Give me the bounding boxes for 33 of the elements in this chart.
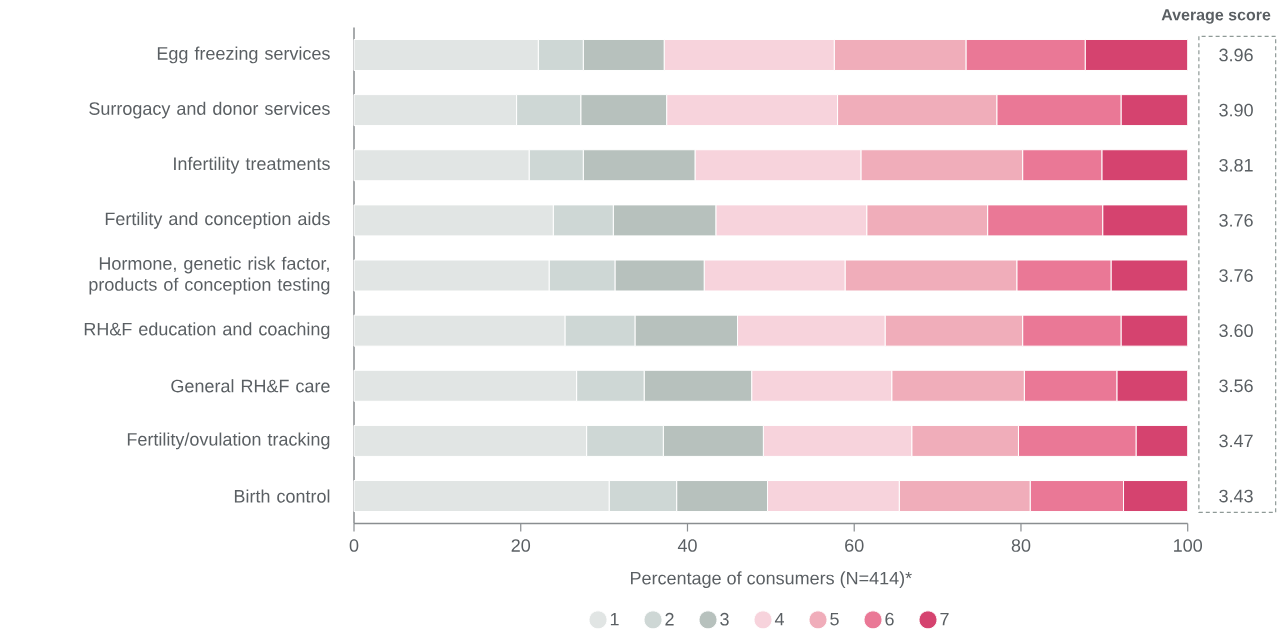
text: 3.60 <box>1219 324 1253 338</box>
legend-label: 2 <box>665 612 674 626</box>
x-tick-label: 80 <box>1011 539 1031 552</box>
text: 3.76 <box>1219 269 1253 282</box>
legend-label: 1 <box>610 612 619 626</box>
text: 3.43 <box>1219 489 1253 503</box>
y-tick-label: General RH&F care <box>171 379 330 393</box>
text: 3.96 <box>1219 48 1253 62</box>
y-tick-label: RH&F education and coaching <box>84 322 330 340</box>
y-tick-label: Egg freezing services <box>157 46 330 64</box>
y-tick-label: Surrogacy and donor services <box>89 101 330 119</box>
legend-label: 4 <box>774 612 784 626</box>
y-tick-label: Fertility and conception aids <box>105 211 330 229</box>
legend-label: 3 <box>720 612 729 626</box>
x-axis-title: Percentage of consumers (N=414)* <box>631 571 912 589</box>
text: 3.47 <box>1219 434 1253 448</box>
y-tick-label: Fertility/ovulation tracking <box>127 432 330 450</box>
x-tick-label: 0 <box>349 539 359 552</box>
text: 3.81 <box>1219 158 1253 172</box>
x-tick-label: 100 <box>1174 539 1203 552</box>
y-tick-label: Infertility treatments <box>174 156 330 174</box>
legend-label: 7 <box>940 612 949 626</box>
legend-label: 5 <box>830 612 839 626</box>
x-tick-label: 40 <box>677 539 697 552</box>
x-tick-label: 20 <box>511 539 531 552</box>
y-tick-label: Birth control <box>234 489 330 503</box>
legend-label: 6 <box>885 612 894 626</box>
text: 3.56 <box>1219 379 1253 393</box>
text: 3.76 <box>1219 214 1253 227</box>
x-tick-label: 60 <box>845 539 864 552</box>
y-tick-label: Hormone, genetic risk factor, products of conception testing <box>89 256 330 295</box>
text: 3.90 <box>1219 103 1253 117</box>
text: Average score <box>1161 9 1271 24</box>
